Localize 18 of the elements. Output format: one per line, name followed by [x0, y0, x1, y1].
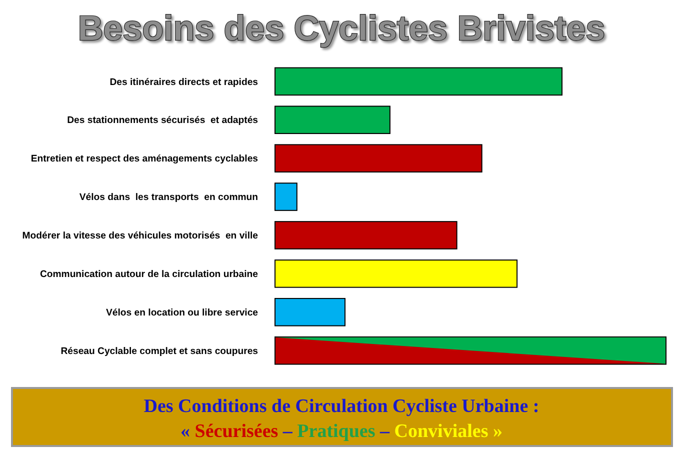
y-tick-label: Communication autour de la circulation urbaine [40, 269, 258, 280]
bar [274, 221, 458, 250]
y-tick-label: Vélos en location ou libre service [106, 307, 258, 318]
y-tick-label: Entretien et respect des aménagements cyclables [30, 154, 258, 165]
y-tick-label: Réseau Cyclable complet et sans coupures [60, 346, 258, 357]
bar [274, 106, 390, 134]
text: « Sécurisées – Pratiques – Conviviales » [180, 421, 502, 442]
bar [274, 67, 562, 96]
chart-title: Besoins des Cyclistes Brivistes [78, 9, 606, 48]
y-tick-label: Des stationnements sécurisés et adaptés [67, 115, 258, 126]
bar [274, 144, 482, 172]
y-tick-label: Vélos dans les transports en commun [79, 192, 258, 204]
y-tick-label: Des itinéraires directs et rapides [110, 76, 258, 88]
bar [274, 298, 346, 326]
y-tick-label: Modérer la vitesse des véhicules motorisés en ville [22, 230, 258, 242]
bar [274, 182, 298, 211]
text: Des Conditions de Circulation Cycliste Urbaine : [144, 396, 540, 417]
bar [274, 260, 518, 288]
